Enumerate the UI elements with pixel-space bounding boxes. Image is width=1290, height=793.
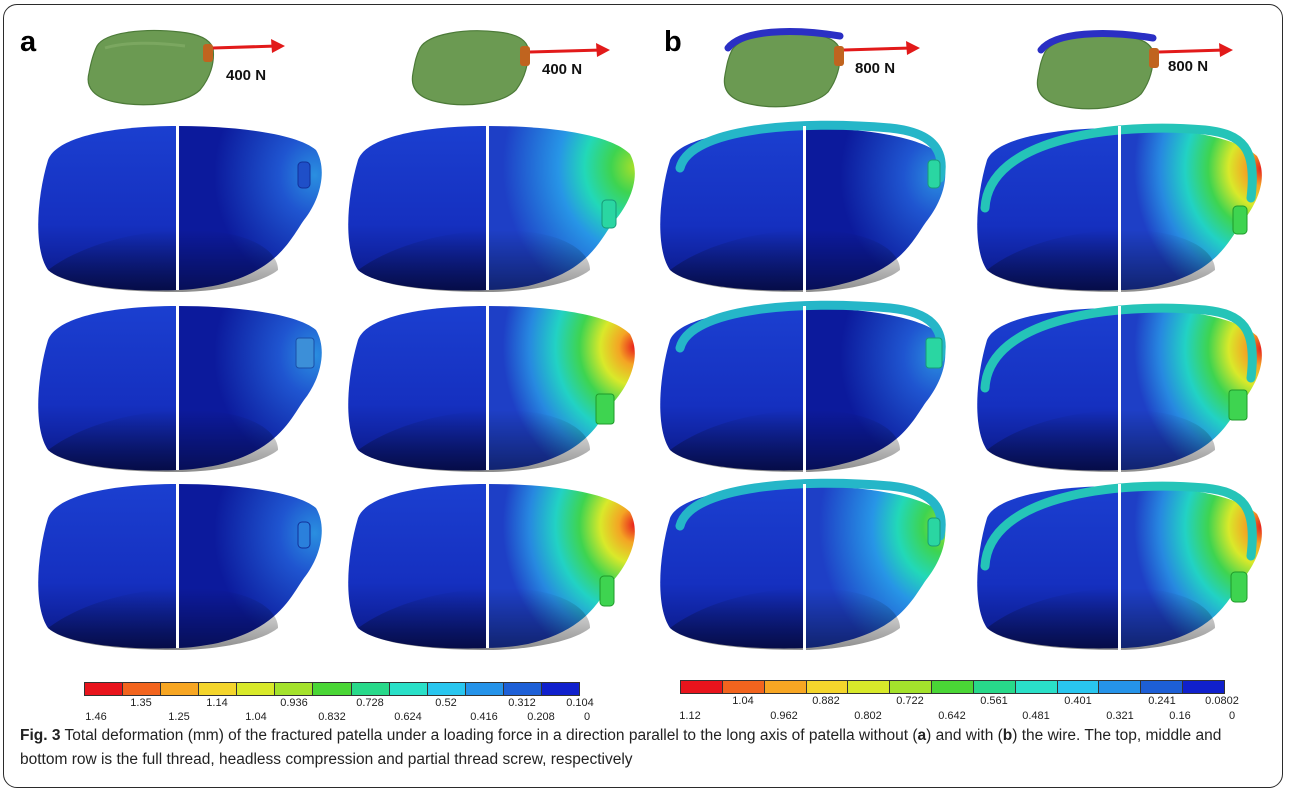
legend-tick-upper: 0.104 xyxy=(566,697,594,709)
fe-model-a-partial-thread-no-wire-left xyxy=(28,478,343,658)
caption-text: ) and with ( xyxy=(926,727,1003,744)
legend-swatch xyxy=(199,683,238,695)
legend-tick-lower: 0.642 xyxy=(938,710,966,722)
legend-color-bar xyxy=(680,680,1225,694)
legend-tick-upper: 0.241 xyxy=(1148,695,1176,707)
legend-tick-lower: 0.16 xyxy=(1169,710,1191,722)
legend-swatch xyxy=(681,681,723,693)
legend-swatch xyxy=(465,683,504,695)
legend-swatch xyxy=(1015,681,1058,693)
legend-tick-upper: 0.401 xyxy=(1064,695,1092,707)
legend-swatch xyxy=(503,683,542,695)
legend-color-bar xyxy=(84,682,580,696)
legend-tick-lower: 0.208 xyxy=(527,711,555,723)
legend-tick-lower: 0.832 xyxy=(318,711,346,723)
legend-tick-upper: 0.561 xyxy=(980,695,1008,707)
legend-swatch xyxy=(427,683,466,695)
force-label: 400 N xyxy=(226,67,267,84)
legend-tick-upper: 0.312 xyxy=(508,697,536,709)
legend-swatch xyxy=(1057,681,1100,693)
legend-tick-lower: 1.04 xyxy=(245,711,267,723)
panel-label-b: b xyxy=(664,26,682,58)
load-diagram-a-left: 400 N xyxy=(85,18,315,128)
legend-swatch xyxy=(313,683,352,695)
fe-model-a-partial-thread-no-wire-right xyxy=(340,478,655,658)
load-diagram-a-right: 400 N xyxy=(410,18,640,128)
legend-tick-lower: 0.802 xyxy=(854,710,882,722)
legend-tick-lower: 0.481 xyxy=(1022,710,1050,722)
legend-tick-upper: 0.728 xyxy=(356,697,384,709)
legend-swatch xyxy=(764,681,807,693)
fe-model-a-headless-no-wire-left xyxy=(28,300,343,480)
fe-model-b-partial-thread-wire-left xyxy=(650,476,965,656)
load-diagram-b-right: 800 N xyxy=(1035,18,1265,128)
caption-text: Total deformation (mm) of the fractured … xyxy=(60,727,918,744)
color-legend-a: 1.35 1.14 0.936 0.728 0.52 0.312 0.104 1… xyxy=(84,682,594,723)
caption-text: ) the wire. The top, middle and bottom r… xyxy=(20,727,1222,768)
fe-model-a-full-thread-no-wire-right xyxy=(340,120,655,300)
legend-tick-lower: 1.46 xyxy=(85,711,107,723)
fe-model-b-full-thread-wire-right xyxy=(965,118,1280,298)
caption-ref-a: a xyxy=(917,727,927,744)
legend-tick-upper: 0.722 xyxy=(896,695,924,707)
legend-swatch xyxy=(806,681,849,693)
fe-model-b-full-thread-wire-left xyxy=(650,118,965,298)
legend-tick-upper: 0.52 xyxy=(435,697,457,709)
figure-caption: Fig. 3 Total deformation (mm) of the fra… xyxy=(20,724,1260,772)
force-label: 800 N xyxy=(855,60,896,77)
fe-model-b-partial-thread-wire-right xyxy=(965,476,1280,656)
force-label: 800 N xyxy=(1168,58,1209,75)
legend-tick-lower: 0.624 xyxy=(394,711,422,723)
legend-swatch xyxy=(1141,681,1184,693)
legend-swatch xyxy=(890,681,933,693)
legend-swatch xyxy=(123,683,162,695)
legend-swatch xyxy=(351,683,390,695)
legend-tick-lower: 0.321 xyxy=(1106,710,1134,722)
legend-swatch xyxy=(275,683,314,695)
legend-swatch xyxy=(973,681,1016,693)
color-legend-b: 1.04 0.882 0.722 0.561 0.401 0.241 0.080… xyxy=(679,680,1239,722)
force-label: 400 N xyxy=(542,61,583,78)
legend-tick-upper: 1.35 xyxy=(130,697,152,709)
legend-swatch xyxy=(85,683,124,695)
legend-tick-lower: 0 xyxy=(583,711,591,723)
legend-tick-lower: 0.416 xyxy=(470,711,498,723)
legend-swatch xyxy=(1183,681,1224,693)
fe-model-b-headless-wire-left xyxy=(650,298,965,478)
legend-tick-lower: 1.25 xyxy=(168,711,190,723)
caption-ref-b: b xyxy=(1002,727,1013,744)
legend-tick-upper: 1.14 xyxy=(206,697,228,709)
fe-model-b-headless-wire-right xyxy=(965,298,1280,478)
legend-swatch xyxy=(541,683,580,695)
fe-model-a-headless-no-wire-right xyxy=(340,300,655,480)
legend-swatch xyxy=(237,683,276,695)
legend-swatch xyxy=(932,681,974,693)
legend-tick-lower: 1.12 xyxy=(679,710,701,722)
legend-tick-upper: 0.936 xyxy=(280,697,308,709)
legend-tick-lower: 0.962 xyxy=(770,710,798,722)
legend-tick-upper: 0.882 xyxy=(812,695,840,707)
load-diagram-b-left: 800 N xyxy=(722,18,952,128)
legend-tick-lower: 0 xyxy=(1228,710,1236,722)
legend-tick-upper: 1.04 xyxy=(732,695,754,707)
legend-swatch xyxy=(389,683,428,695)
panel-label-a: a xyxy=(20,26,37,58)
figure-number: Fig. 3 xyxy=(20,727,61,744)
legend-swatch xyxy=(161,683,200,695)
legend-swatch xyxy=(848,681,891,693)
fe-model-a-full-thread-no-wire-left xyxy=(28,120,343,300)
legend-swatch xyxy=(722,681,765,693)
legend-tick-upper: 0.0802 xyxy=(1205,695,1239,707)
legend-swatch xyxy=(1099,681,1142,693)
